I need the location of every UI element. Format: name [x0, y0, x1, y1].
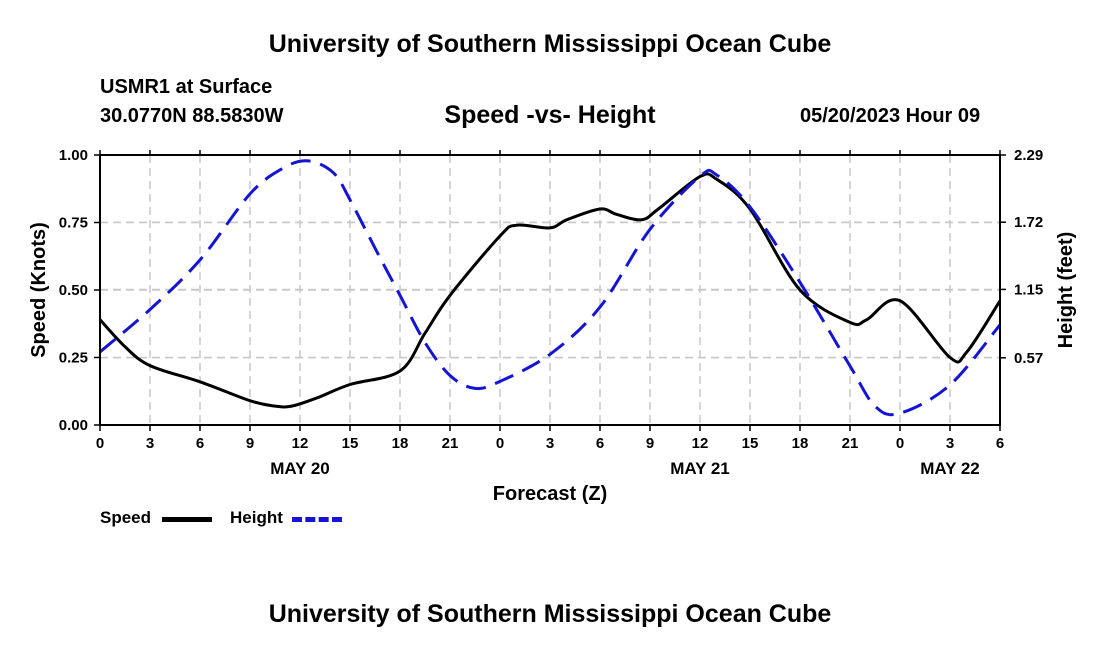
x-tick-label: 21 — [442, 435, 459, 452]
y-tick-label: 1.00 — [59, 147, 88, 164]
coordinates-label: 30.0770N 88.5830W — [100, 105, 284, 127]
x-tick-label: 18 — [392, 435, 409, 452]
x-tick-label: 3 — [946, 435, 954, 452]
series-layer — [98, 159, 1002, 417]
x-axis-label: Forecast (Z) — [493, 483, 607, 505]
x-tick-label: 6 — [596, 435, 604, 452]
x-tick-label: 6 — [196, 435, 204, 452]
x-tick-label: 0 — [496, 435, 504, 452]
y2-tick-label: 1.15 — [1014, 281, 1043, 298]
x-tick-label: 21 — [842, 435, 859, 452]
footer-title: University of Southern Mississippi Ocean… — [268, 600, 832, 628]
date-label: MAY 22 — [920, 459, 980, 478]
x-tick-label: 0 — [896, 435, 904, 452]
legend-height-label: Height — [230, 508, 283, 527]
station-label: USMR1 at Surface — [100, 76, 273, 98]
x-tick-label: 9 — [646, 435, 654, 452]
x-tick-label: 15 — [742, 435, 759, 452]
y-tick-label: 0.75 — [59, 215, 88, 232]
date-label: MAY 20 — [270, 459, 330, 478]
x-tick-label: 18 — [792, 435, 809, 452]
y2-axis-label: Height (feet) — [1055, 232, 1077, 349]
chart-title: Speed -vs- Height — [444, 101, 656, 129]
y2-tick-label: 1.72 — [1014, 214, 1043, 231]
x-tick-label: 0 — [96, 435, 104, 452]
grid — [100, 154, 1000, 425]
x-tick-label: 3 — [546, 435, 554, 452]
x-tick-label: 12 — [692, 435, 709, 452]
legend-speed-swatch — [162, 517, 212, 522]
x-tick-label: 15 — [342, 435, 359, 452]
y2-tick-label: 0.57 — [1014, 350, 1043, 367]
x-tick-label: 3 — [146, 435, 154, 452]
legend-speed-label: Speed — [100, 508, 152, 527]
x-tick-label: 12 — [292, 435, 309, 452]
date-label: MAY 21 — [670, 459, 730, 478]
datetime-label: 05/20/2023 Hour 09 — [800, 105, 981, 127]
speed-series-line — [98, 172, 1002, 409]
y-tick-label: 0.00 — [59, 417, 88, 434]
y-tick-label: 0.25 — [59, 350, 88, 367]
axes: 0 3 6 9 12 15 18 21 0 3 6 9 12 15 18 21 0 3 6 MAY 20 MAY 21 M… — [59, 147, 1043, 478]
legend-height-swatch — [292, 517, 342, 522]
y-axis-label: Speed (Knots) — [28, 222, 50, 358]
x-tick-label: 6 — [996, 435, 1004, 452]
speed-height-chart: 0 3 6 9 12 15 18 21 0 3 6 9 12 15 18 21 0 3 6 MAY 20 MAY 21 M… — [28, 147, 1077, 505]
y-tick-label: 0.50 — [59, 282, 88, 299]
x-tick-label: 9 — [246, 435, 254, 452]
y2-tick-label: 2.29 — [1014, 147, 1043, 164]
page-title: University of Southern Mississippi Ocean… — [268, 30, 832, 58]
